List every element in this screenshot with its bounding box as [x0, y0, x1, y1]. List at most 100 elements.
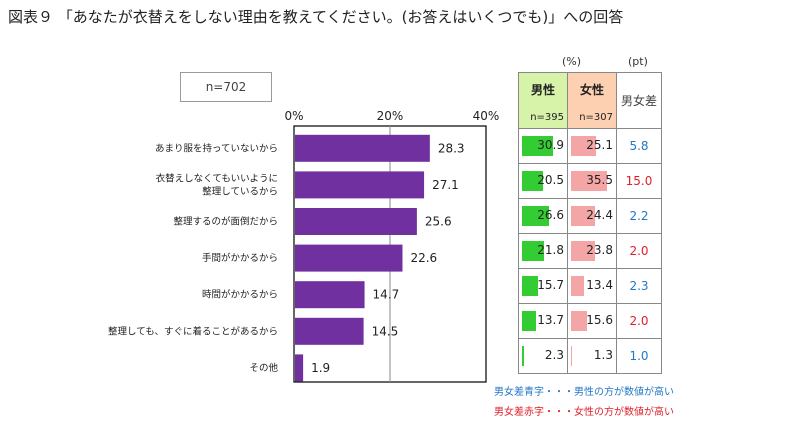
- male-value: 30.9: [537, 138, 564, 152]
- male-cell: 21.8: [518, 233, 568, 269]
- female-mini-bar: [571, 171, 607, 191]
- value-label: 22.6: [410, 251, 437, 265]
- diff-cell: 2.0: [616, 233, 662, 269]
- note-red: 男女差赤字・・・女性の方が数値が高い: [494, 407, 674, 418]
- male-value: 21.8: [537, 243, 564, 257]
- male-cell: 20.5: [518, 163, 568, 199]
- male-value: 15.7: [537, 278, 564, 292]
- tick-label: 40%: [473, 109, 500, 123]
- category-label-line: 手間がかかるから: [202, 252, 278, 264]
- male-cell: 2.3: [518, 338, 568, 374]
- category-label: 衣替えしなくてもいいように整理しているから: [156, 172, 278, 197]
- female-cell: 23.8: [567, 233, 617, 269]
- male-cell: 30.9: [518, 128, 568, 164]
- table-row: 15.7 13.4 2.3: [518, 268, 662, 304]
- female-value: 13.4: [586, 278, 613, 292]
- bar: [295, 208, 417, 235]
- diff-cell: 5.8: [616, 128, 662, 164]
- value-label: 14.5: [372, 324, 399, 338]
- female-cell: 25.1: [567, 128, 617, 164]
- category-label: その他: [249, 362, 278, 374]
- female-value: 23.8: [586, 243, 613, 257]
- table-row: 13.7 15.6 2.0: [518, 303, 662, 339]
- female-mini-bar: [571, 346, 573, 366]
- male-header: 男性: [530, 83, 555, 97]
- sample-size-box: n=702: [180, 72, 272, 102]
- female-sample-size: n=307: [579, 112, 613, 123]
- female-value: 35.5: [586, 173, 613, 187]
- category-label-line: 時間がかかるから: [202, 289, 278, 301]
- value-label: 25.6: [425, 215, 452, 229]
- male-mini-bar: [522, 311, 536, 331]
- category-label-line: 整理しても、すぐに着ることがあるから: [108, 325, 278, 337]
- bar: [295, 134, 430, 162]
- value-label: 28.3: [438, 141, 465, 155]
- diff-header: 男女差: [616, 72, 662, 129]
- male-mini-bar: [522, 206, 549, 226]
- male-header-cell: 男性 n=395: [518, 72, 568, 129]
- table-header-row: 男性 n=395 女性 n=307 男女差: [518, 72, 662, 129]
- male-value: 20.5: [537, 173, 564, 187]
- male-mini-bar: [522, 241, 544, 261]
- bar: [295, 244, 403, 272]
- male-value: 26.6: [537, 208, 564, 222]
- female-cell: 13.4: [567, 268, 617, 304]
- table-row: 20.5 35.5 15.0: [518, 163, 662, 199]
- category-label-line: 整理しているから: [202, 185, 278, 197]
- female-cell: 1.3: [567, 338, 617, 374]
- value-label: 1.9: [311, 361, 330, 375]
- tick-label: 20%: [377, 109, 404, 123]
- category-label: 時間がかかるから: [202, 289, 278, 301]
- category-label-line: 衣替えしなくてもいいように: [156, 172, 278, 184]
- female-value: 24.4: [586, 208, 613, 222]
- bar-chart: 0% 20% 40% あまり服を持っていないから 28.3 衣替えしなくてもいいように整理…: [108, 109, 500, 383]
- bar: [295, 354, 304, 382]
- value-label: 27.1: [432, 178, 459, 192]
- value-label: 14.7: [373, 288, 400, 302]
- table-row: 21.8 23.8 2.0: [518, 233, 662, 269]
- category-label: 手間がかかるから: [202, 252, 278, 264]
- female-value: 15.6: [586, 313, 613, 327]
- male-value: 13.7: [537, 313, 564, 327]
- female-mini-bar: [571, 311, 587, 331]
- table-row: 30.9 25.1 5.8: [518, 128, 662, 164]
- gender-comparison-table: 男性 n=395 女性 n=307 男女差 30.9 25.1 5.8 20.5 35.…: [518, 72, 662, 374]
- bar: [295, 281, 365, 309]
- female-cell: 24.4: [567, 198, 617, 234]
- male-mini-bar: [522, 346, 525, 366]
- category-label: 整理するのが面倒だから: [173, 216, 278, 228]
- male-mini-bar: [522, 276, 538, 296]
- figure-title: 図表９ 「あなたが衣替えをしない理由を教えてください。(お答えはいくつでも)」へ…: [8, 8, 624, 26]
- table-row: 26.6 24.4 2.2: [518, 198, 662, 234]
- male-cell: 26.6: [518, 198, 568, 234]
- unit-points: (pt): [628, 55, 648, 68]
- female-header-cell: 女性 n=307: [567, 72, 617, 129]
- diff-cell: 2.0: [616, 303, 662, 339]
- female-mini-bar: [571, 241, 595, 261]
- category-label-line: あまり服を持っていないから: [155, 142, 278, 154]
- bar: [295, 171, 425, 199]
- male-cell: 13.7: [518, 303, 568, 339]
- female-mini-bar: [571, 206, 596, 226]
- male-value: 2.3: [544, 348, 564, 362]
- category-label: あまり服を持っていないから: [155, 142, 278, 154]
- diff-cell: 1.0: [616, 338, 662, 374]
- male-cell: 15.7: [518, 268, 568, 304]
- female-cell: 35.5: [567, 163, 617, 199]
- female-mini-bar: [571, 136, 597, 156]
- diff-cell: 2.3: [616, 268, 662, 304]
- unit-percent: (%): [562, 55, 582, 68]
- bar: [295, 317, 364, 345]
- female-value: 25.1: [586, 138, 613, 152]
- male-mini-bar: [522, 136, 553, 156]
- category-label-line: その他: [249, 362, 278, 374]
- female-mini-bar: [571, 276, 585, 296]
- category-label: 整理しても、すぐに着ることがあるから: [108, 325, 278, 337]
- diff-cell: 2.2: [616, 198, 662, 234]
- male-sample-size: n=395: [530, 112, 564, 123]
- tick-label: 0%: [284, 109, 303, 123]
- table-row: 2.3 1.3 1.0: [518, 338, 662, 374]
- female-header: 女性: [579, 83, 604, 97]
- category-label-line: 整理するのが面倒だから: [173, 216, 278, 228]
- male-mini-bar: [522, 171, 543, 191]
